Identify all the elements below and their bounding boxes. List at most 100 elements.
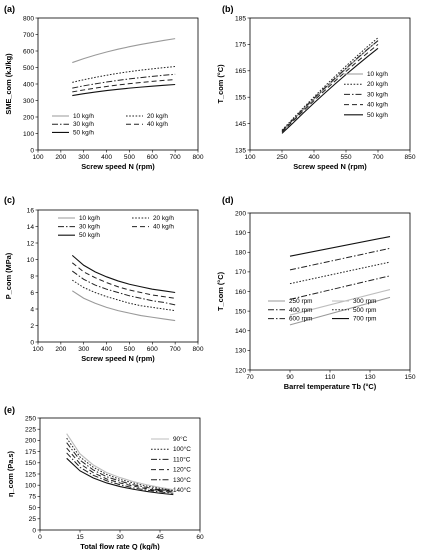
chart-panel-b: (b) 100 250 400 550 700 850 135 145 155 165 175 185 S… (216, 4, 416, 171)
series-line-1 (72, 38, 176, 64)
y-tick-label: 200 (235, 210, 246, 217)
x-tick-label: 300 (78, 346, 89, 353)
chart-panel-c: (c) 100 200 300 400 500 600 700 800 0 2 4 6 8 10 12 14 16… (4, 195, 204, 363)
y-tick-label: 800 (23, 15, 34, 22)
y-tick-label: 200 (25, 438, 36, 445)
y-tick-label: 130 (235, 348, 246, 355)
y-axis-label: SME_com (kJ/kg) (4, 53, 13, 115)
legend-entry: 300 rpm (353, 298, 376, 305)
y-tick-label: 160 (235, 289, 246, 296)
y-tick-label: 135 (235, 147, 246, 154)
y-tick-label: 175 (235, 42, 246, 49)
x-tick-label: 500 (124, 154, 135, 161)
legend-entry: 100°C (173, 445, 191, 453)
y-tick-label: 50 (29, 505, 37, 512)
series-line-3 (71, 270, 176, 306)
y-axis-label: P_com (MPa) (4, 252, 13, 299)
series-line-5 (66, 452, 174, 494)
x-tick-label: 100 (32, 346, 43, 353)
legend: 10 kg/h 20 kg/h 30 kg/h 40 kg/h 50 kg/h (58, 215, 174, 239)
x-tick-label: 500 (124, 346, 135, 353)
y-tick-label: 25 (29, 516, 37, 523)
x-tick-label: 850 (404, 154, 415, 161)
x-tick-label: 130 (364, 374, 375, 381)
panel-label: (a) (4, 4, 15, 14)
legend-entry: 10 kg/h (79, 215, 100, 222)
chart-panel-a: (a)100 200 300 400 500 600 700 8000100200300400… (4, 4, 204, 171)
series-line-2 (72, 279, 176, 312)
y-tick-label: 100 (25, 483, 36, 490)
series-line-4 (72, 79, 176, 93)
series-line-1 (71, 290, 176, 322)
x-tick-label: 400 (101, 154, 112, 161)
legend-entry: 50 kg/h (367, 112, 388, 119)
series-line-4 (281, 44, 379, 133)
series-line-5 (281, 47, 379, 134)
panel-label: (c) (4, 195, 15, 205)
y-tick-label: 500 (23, 65, 34, 72)
y-tick-label: 400 (23, 81, 34, 88)
legend-entry: 40 kg/h (367, 102, 388, 109)
y-tick-label: 14 (27, 224, 35, 231)
plot-frame (37, 17, 199, 151)
x-tick-label: 300 (78, 154, 89, 161)
series-line-4 (289, 261, 391, 285)
legend-entry: 40 kg/h (153, 224, 174, 231)
x-tick-label: 200 (55, 154, 66, 161)
legend: 10 kg/h 20 kg/h 30 kg/h 40 kg/h 50 kg/h (52, 113, 168, 136)
y-tick-label: 170 (235, 269, 246, 276)
series-line-3 (289, 275, 391, 300)
legend-entry: 20 kg/h (153, 215, 174, 222)
x-tick-label: 110 (325, 374, 336, 381)
y-tick-label: 125 (25, 471, 36, 478)
y-tick-label: 4 (30, 306, 34, 313)
plot-frame (37, 209, 199, 343)
y-tick-label: 100 (23, 131, 34, 138)
legend-entry: 10 kg/h (73, 113, 94, 120)
x-axis-label: Screw speed N (rpm) (81, 354, 155, 363)
x-tick-label: 70 (246, 374, 254, 381)
legend-entry: 120°C (173, 466, 191, 474)
legend-entry: 50 kg/h (73, 129, 94, 136)
y-tick-label: 700 (23, 32, 34, 39)
legend: 250 rpm 300 rpm 400 rpm 500 rpm 600 rpm 700 r… (268, 298, 376, 323)
x-tick-label: 45 (156, 534, 164, 541)
y-tick-label: 16 (27, 207, 35, 214)
x-tick-label: 800 (192, 154, 203, 161)
y-axis-label: T_com (°C) (216, 271, 225, 311)
x-axis-label: Total flow rate Q (kg/h) (80, 542, 160, 550)
x-tick-label: 15 (76, 534, 84, 541)
y-tick-label: 0 (30, 147, 34, 154)
y-tick-label: 150 (25, 460, 36, 467)
x-tick-label: 600 (147, 346, 158, 353)
series-line-1 (281, 40, 379, 132)
panel-label: (b) (222, 4, 234, 14)
legend-entry: 400 rpm (289, 307, 312, 314)
legend-entry: 20 kg/h (367, 81, 388, 88)
x-tick-label: 60 (196, 534, 204, 541)
x-tick-label: 100 (32, 154, 43, 161)
x-tick-label: 600 (147, 154, 158, 161)
x-tick-label: 700 (170, 154, 181, 161)
y-tick-label: 12 (27, 240, 35, 247)
series-line-2 (281, 37, 379, 131)
legend-entry: 40 kg/h (147, 121, 168, 128)
y-tick-label: 300 (23, 98, 34, 105)
y-axis-label: η_com (Pa.s) (6, 450, 15, 497)
legend-entry: 10 kg/h (367, 71, 388, 78)
series-line-2 (72, 66, 176, 83)
x-tick-label: 700 (372, 154, 383, 161)
x-tick-label: 200 (55, 346, 66, 353)
series-line-1 (66, 433, 174, 491)
legend-entry: 90°C (173, 435, 188, 443)
x-axis-label: Barrel temperature Tb (°C) (284, 382, 377, 391)
series-line-1 (289, 296, 391, 326)
legend-entry: 30 kg/h (73, 121, 94, 128)
series-line-3 (281, 40, 379, 132)
y-tick-label: 185 (235, 15, 246, 22)
legend-entry: 30 kg/h (79, 224, 100, 231)
y-tick-label: 175 (25, 449, 36, 456)
x-tick-label: 100 (244, 154, 255, 161)
series-line-4 (71, 262, 176, 299)
